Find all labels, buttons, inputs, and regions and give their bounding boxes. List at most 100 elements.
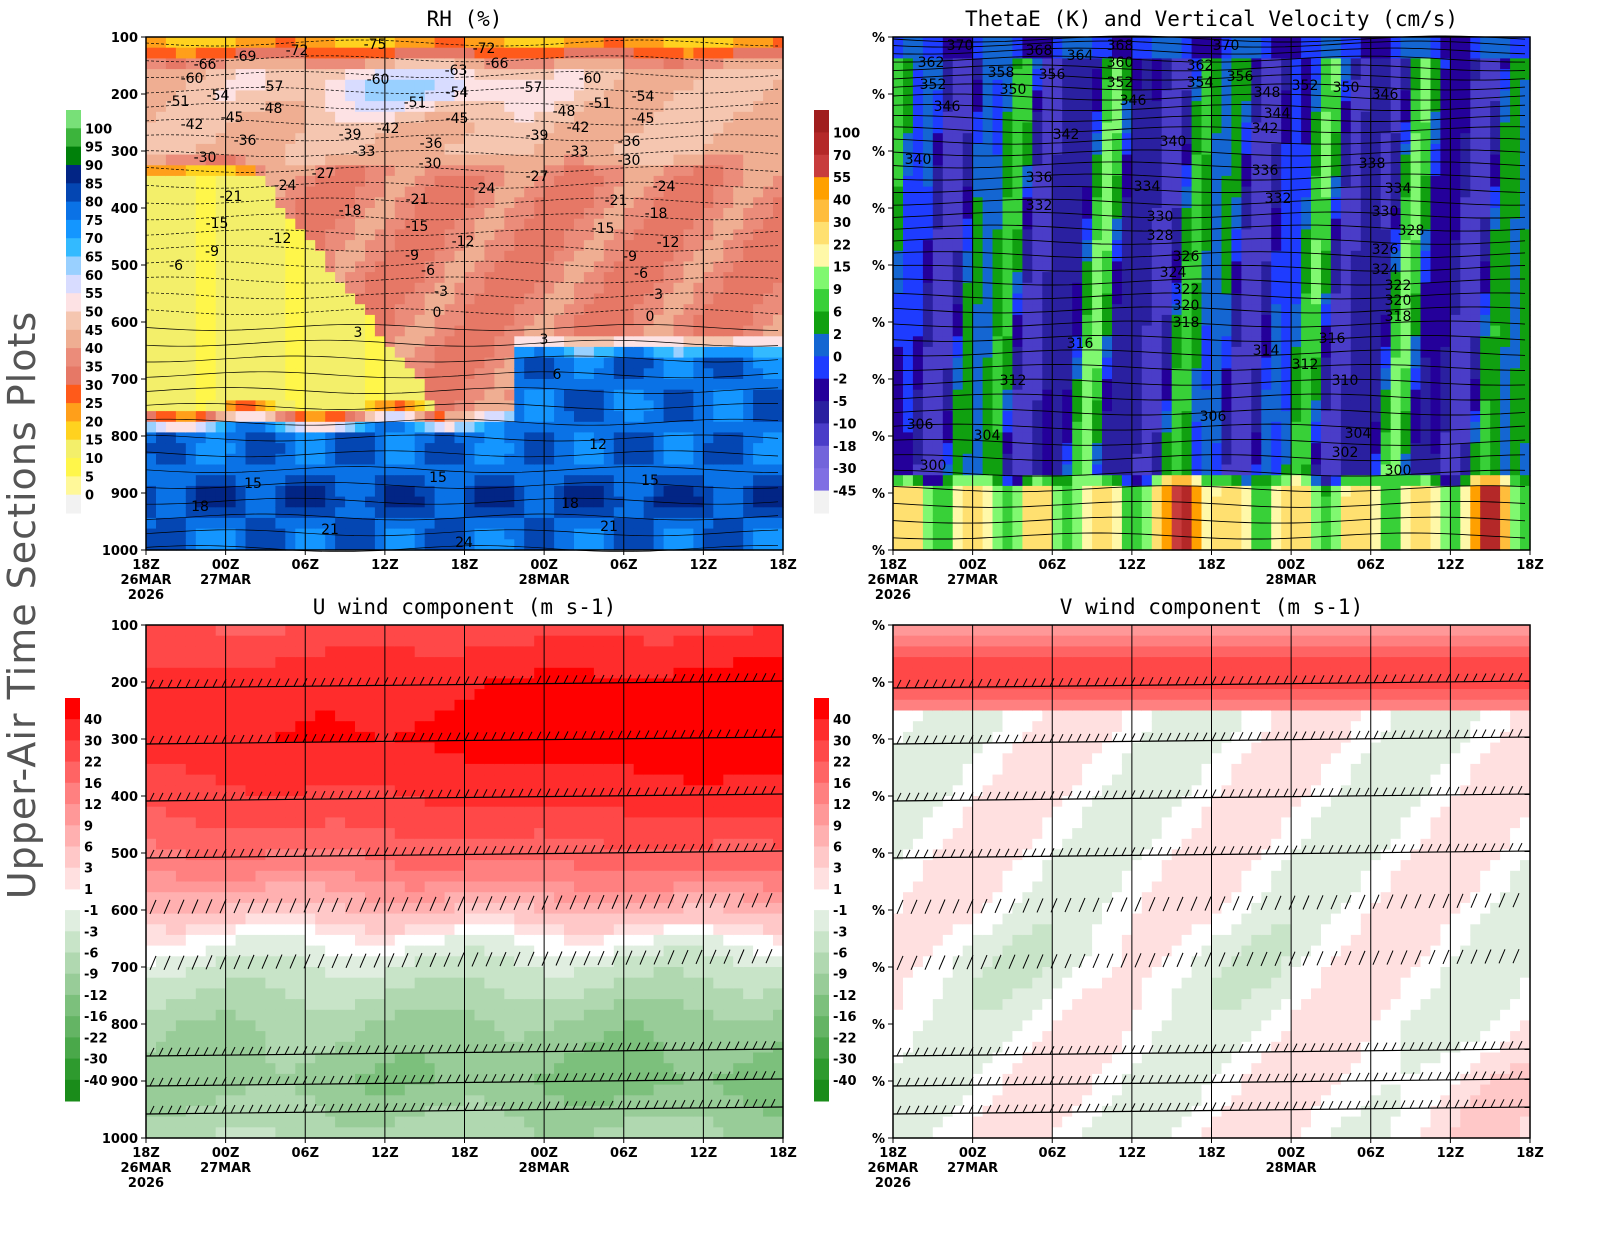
field-cell [1231, 346, 1242, 359]
field-cell [245, 261, 257, 273]
field-cell [444, 325, 456, 337]
field-cell [454, 496, 466, 508]
field-cell [414, 368, 426, 380]
field-cell [743, 336, 754, 348]
temperature-contour [145, 450, 779, 458]
field-cell [653, 453, 665, 466]
field-cell [952, 346, 964, 359]
field-cell [524, 229, 535, 241]
field-cell [404, 186, 416, 198]
field-cell [962, 272, 974, 284]
field-cell [215, 90, 227, 102]
field-cell [504, 154, 515, 166]
field-cell [484, 421, 495, 434]
field-cell [1082, 122, 1093, 134]
field-cell [1121, 101, 1133, 113]
field-cell [663, 539, 675, 551]
field-cell [773, 165, 784, 177]
field-cell [215, 218, 227, 230]
field-cell [1161, 475, 1173, 487]
field-cell [1181, 165, 1193, 177]
field-cell [534, 517, 545, 530]
field-cell [305, 496, 316, 508]
field-cell [982, 421, 994, 434]
field-cell [942, 218, 954, 230]
field-cell [713, 368, 724, 380]
field-cell [703, 325, 714, 337]
field-cell [743, 389, 754, 401]
field-cell [1002, 357, 1014, 369]
field-cell [733, 432, 744, 444]
field-cell [1241, 218, 1252, 230]
field-cell [205, 528, 217, 540]
field-cell [593, 304, 605, 316]
field-cell [1171, 250, 1183, 263]
field-cell [554, 357, 565, 369]
field-cell [1211, 229, 1223, 241]
field-cell [345, 411, 356, 423]
field-cell [325, 517, 336, 530]
field-cell [1121, 400, 1133, 412]
field-cell [514, 539, 525, 551]
field-cell [414, 421, 426, 434]
field-cell [683, 325, 695, 337]
field-cell [255, 432, 267, 444]
field-cell [384, 272, 396, 284]
field-cell [1231, 272, 1242, 284]
field-cell [1181, 122, 1193, 134]
field-cell [683, 304, 695, 316]
field-cell [1052, 517, 1063, 530]
field-cell [175, 293, 187, 305]
field-cell [494, 325, 505, 337]
field-cell [942, 379, 954, 391]
field-cell [693, 175, 704, 188]
field-cell [633, 197, 645, 209]
field-cell [643, 379, 655, 391]
field-cell [1032, 400, 1043, 412]
field-cell [982, 229, 994, 241]
field-cell [613, 261, 625, 273]
field-cell [673, 58, 685, 70]
field-cell [325, 293, 336, 305]
field-cell [1092, 122, 1103, 134]
field-cell [394, 282, 406, 295]
field-cell [982, 154, 994, 166]
field-cell [922, 475, 934, 487]
field-cell [285, 101, 296, 113]
field-cell [972, 507, 984, 519]
field-cell [175, 400, 187, 412]
field-cell [394, 411, 406, 423]
field-cell [444, 229, 456, 241]
field-cell [683, 175, 695, 188]
field-cell [673, 346, 685, 359]
field-cell [613, 443, 625, 455]
field-cell [693, 229, 704, 241]
field-cell [1102, 389, 1113, 401]
field-cell [912, 133, 924, 145]
field-cell [494, 165, 505, 177]
field-cell [165, 389, 177, 401]
field-cell [1151, 47, 1163, 59]
field-cell [922, 250, 934, 263]
field-cell [564, 218, 575, 230]
field-cell [534, 250, 545, 263]
field-cell [583, 197, 595, 209]
field-cell [673, 37, 685, 49]
field-cell [1141, 154, 1153, 166]
field-cell [175, 368, 187, 380]
field-cell [524, 411, 535, 423]
field-cell [593, 443, 605, 455]
field-cell [633, 282, 645, 295]
field-cell [325, 528, 336, 540]
field-cell [932, 58, 944, 70]
field-cell [962, 400, 974, 412]
field-cell [444, 304, 456, 316]
field-cell [1211, 90, 1223, 102]
field-cell [245, 229, 257, 241]
field-cell [583, 539, 595, 551]
field-cell [1062, 432, 1073, 444]
field-cell [633, 346, 645, 359]
field-cell [514, 400, 525, 412]
field-cell [374, 122, 386, 134]
field-cell [653, 90, 665, 102]
